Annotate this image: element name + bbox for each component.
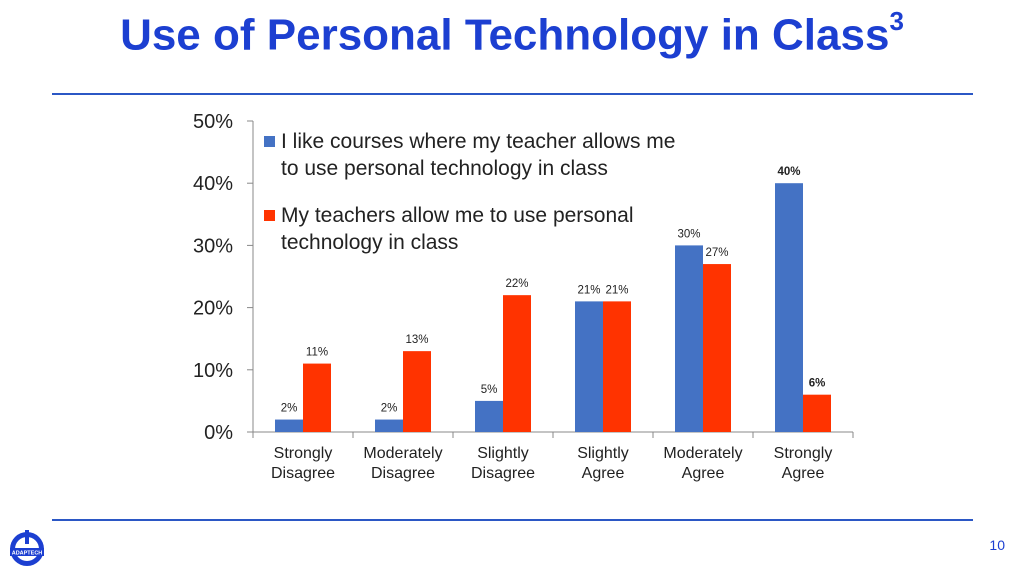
y-tick-label: 40% xyxy=(193,173,233,195)
data-label: 27% xyxy=(705,247,728,259)
bar-series1 xyxy=(675,245,703,432)
bar-series1 xyxy=(575,301,603,432)
legend-label: technology in class xyxy=(281,231,458,254)
x-tick-label: Agree xyxy=(782,465,825,482)
x-tick-label: Slightly xyxy=(477,445,529,462)
x-tick-label: Disagree xyxy=(371,465,435,482)
x-tick-label: Disagree xyxy=(271,465,335,482)
data-label: 6% xyxy=(809,378,826,390)
data-label: 22% xyxy=(505,278,528,290)
y-tick-label: 20% xyxy=(193,298,233,320)
data-label: 2% xyxy=(381,403,398,415)
bar-series1 xyxy=(775,183,803,432)
data-label: 40% xyxy=(777,166,800,178)
data-label: 30% xyxy=(677,228,700,240)
y-tick-label: 10% xyxy=(193,360,233,382)
bar-series2 xyxy=(703,264,731,432)
x-tick-label: Agree xyxy=(582,465,625,482)
title-superscript: 3 xyxy=(889,6,904,36)
bar-series2 xyxy=(603,301,631,432)
x-tick-label: Moderately xyxy=(663,445,742,462)
bar-series1 xyxy=(375,419,403,432)
data-label: 11% xyxy=(306,347,328,359)
y-tick-label: 0% xyxy=(204,422,233,444)
data-label: 2% xyxy=(281,403,298,415)
legend-swatch xyxy=(264,210,275,221)
bar-series1 xyxy=(475,400,503,432)
bar-series2 xyxy=(403,351,431,432)
bar-series1 xyxy=(275,419,303,432)
top-divider xyxy=(52,93,973,95)
x-tick-label: Moderately xyxy=(363,445,442,462)
data-label: 5% xyxy=(481,384,498,396)
legend-label: I like courses where my teacher allows m… xyxy=(281,130,675,153)
bar-series2 xyxy=(803,394,831,432)
x-tick-label: Slightly xyxy=(577,445,629,462)
legend-label: My teachers allow me to use personal xyxy=(281,204,634,227)
x-tick-label: Disagree xyxy=(471,465,535,482)
bottom-divider xyxy=(52,519,973,521)
slide-title: Use of Personal Technology in Class3 xyxy=(0,6,1024,61)
data-label: 21% xyxy=(577,284,600,296)
logo-text: ADAPTECH xyxy=(12,551,43,557)
slide-title-text: Use of Personal Technology in Class xyxy=(120,10,890,60)
legend-label: to use personal technology in class xyxy=(281,157,608,180)
y-tick-label: 30% xyxy=(193,235,233,257)
x-tick-label: Strongly xyxy=(774,445,833,462)
bar-series2 xyxy=(303,363,331,432)
data-label: 21% xyxy=(605,284,628,296)
y-tick-label: 50% xyxy=(193,111,233,133)
bar-series2 xyxy=(503,295,531,432)
data-label: 13% xyxy=(405,334,428,346)
legend-swatch xyxy=(264,136,275,147)
x-tick-label: Agree xyxy=(682,465,725,482)
adaptech-logo: ADAPTECH xyxy=(10,530,44,566)
x-tick-label: Strongly xyxy=(274,445,333,462)
slide-number: 10 xyxy=(989,537,1005,553)
